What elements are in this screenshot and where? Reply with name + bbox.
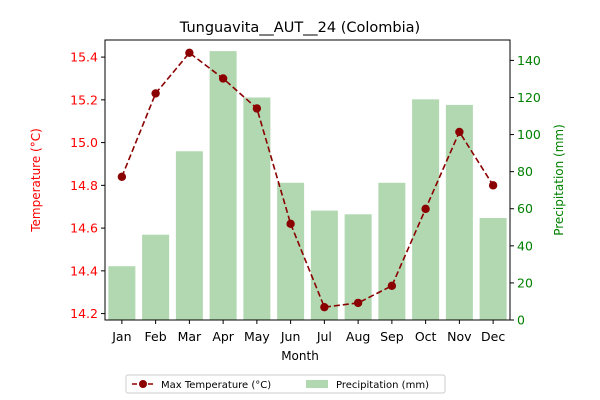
precipitation-bar-nov: [445, 104, 473, 320]
temperature-point-nov: [455, 127, 464, 137]
x-axis-label: Month: [281, 349, 319, 363]
x-tick-label-jan: Jan: [111, 329, 131, 344]
x-tick-label-mar: Mar: [178, 329, 202, 344]
temperature-point-aug: [353, 298, 363, 308]
left-tick-label: 14.4: [70, 263, 98, 278]
right-y-axis: 0 20 40 60 80 100 120 140: [510, 53, 541, 328]
plot-frame: [104, 39, 511, 321]
x-tick-label-oct: Oct: [415, 329, 437, 344]
temperature-point-jan: [117, 172, 127, 181]
temperature-point-mar: [185, 48, 194, 58]
right-tick-label: 140: [517, 53, 541, 68]
x-tick-label-feb: Feb: [145, 329, 167, 344]
left-y-axis: 14.2 14.4 14.6 14.8 15.0 15.2 15.4: [70, 50, 105, 321]
x-tick-label-jun: Jun: [280, 329, 301, 344]
x-tick-label-nov: Nov: [447, 329, 472, 344]
left-tick-label: 14.2: [70, 306, 98, 321]
temperature-point-jun: [286, 219, 295, 229]
precipitation-bar-jan: [108, 266, 136, 320]
temperature-point-may: [252, 104, 262, 113]
x-tick-label-sep: Sep: [380, 329, 404, 344]
legend-label-temperature: Max Temperature (°C): [161, 380, 271, 391]
right-tick-label: 120: [517, 90, 541, 105]
temperature-point-apr: [218, 74, 228, 83]
left-tick-label: 14.6: [70, 221, 98, 236]
precipitation-bar-may: [243, 97, 271, 320]
x-tick-label-dec: Dec: [481, 329, 505, 344]
x-tick-label-aug: Aug: [346, 329, 370, 344]
precipitation-bar-sep: [378, 182, 406, 320]
left-tick-label: 15.2: [70, 92, 98, 107]
right-tick-label: 0: [517, 313, 525, 328]
precipitation-bars: [108, 51, 507, 321]
left-tick-label: 15.0: [70, 135, 98, 150]
precipitation-bar-apr: [209, 51, 237, 321]
legend-label-precipitation: Precipitation (mm): [336, 380, 429, 391]
temperature-point-feb: [151, 89, 160, 98]
temperature-point-sep: [387, 281, 397, 291]
precipitation-bar-feb: [142, 234, 170, 320]
legend: Max Temperature (°C) Precipitation (mm): [125, 374, 446, 394]
right-y-axis-label: Precipitation (mm): [552, 124, 566, 236]
precipitation-bar-jun: [277, 182, 305, 320]
temperature-line: [117, 48, 498, 312]
temperature-point-oct: [421, 204, 430, 214]
legend-bar-swatch: [306, 380, 328, 388]
x-axis: Jan Feb Mar Apr May Jun Jul Aug Sep Oct Nov Dec: [111, 320, 505, 344]
temperature-point-jul: [320, 302, 329, 312]
right-tick-label: 80: [517, 164, 533, 179]
x-tick-label-jul: Jul: [316, 329, 332, 344]
legend-line-marker: [139, 380, 147, 388]
x-tick-label-apr: Apr: [212, 329, 234, 344]
legend-frame: [125, 374, 446, 394]
left-tick-label: 14.8: [70, 178, 98, 193]
precipitation-bar-mar: [175, 151, 203, 320]
right-tick-label: 60: [517, 201, 533, 216]
chart-title: Tunguavita__AUT__24 (Colombia): [179, 20, 420, 36]
right-tick-label: 100: [517, 127, 541, 142]
left-tick-label: 15.4: [70, 50, 98, 65]
right-tick-label: 40: [517, 238, 533, 253]
x-tick-label-may: May: [244, 329, 270, 344]
temperature-point-dec: [488, 181, 498, 190]
precipitation-bar-jul: [310, 210, 338, 320]
left-y-axis-label: Temperature (°C): [29, 128, 43, 233]
precipitation-bar-dec: [479, 218, 507, 320]
right-tick-label: 20: [517, 275, 533, 290]
